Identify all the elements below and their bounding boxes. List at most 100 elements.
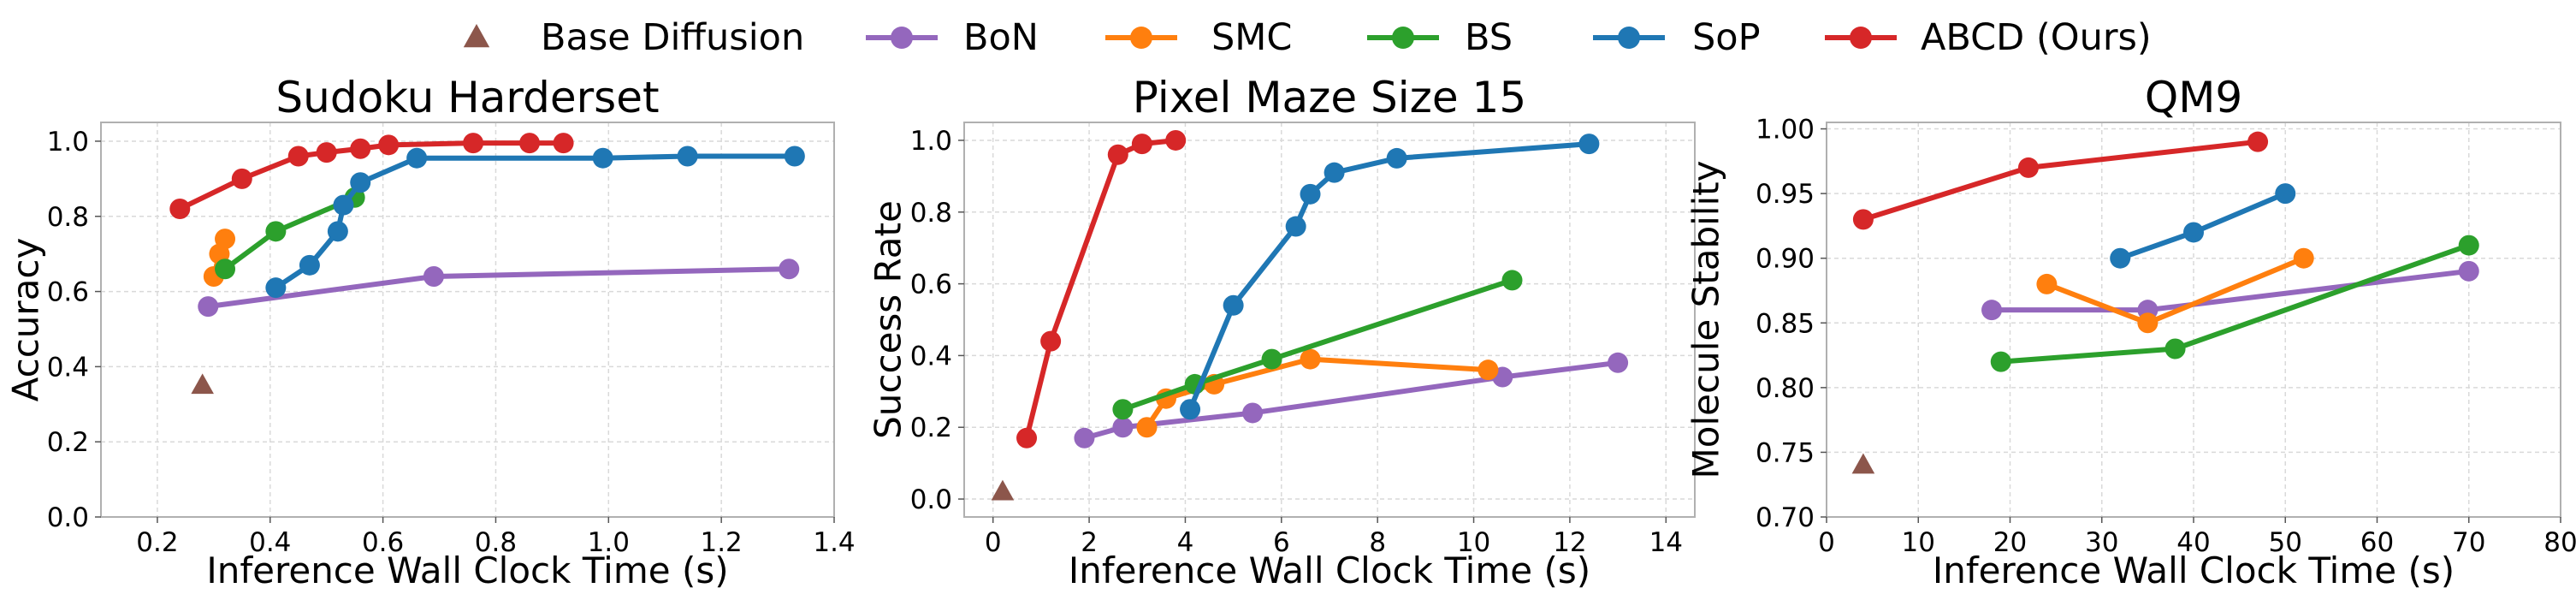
y-tick-label: 1.0: [47, 127, 89, 157]
data-point-sop: [678, 146, 698, 167]
legend-entry-abcd: ABCD (Ours): [1825, 16, 2152, 59]
legend-marker-bon: [891, 27, 913, 49]
y-tick-label: 0.8: [910, 198, 952, 229]
y-tick-label: 0.70: [1756, 502, 1815, 533]
series-smc: [2036, 248, 2313, 334]
data-point-abcd: [2247, 132, 2268, 152]
legend-entry-smc: SMC: [1105, 16, 1292, 59]
data-point-bs: [265, 221, 286, 241]
data-point-base: [191, 373, 214, 394]
legend-entry-bon: BoN: [866, 16, 1039, 59]
data-point-smc: [1477, 359, 1498, 380]
y-tick-label: 0.80: [1756, 373, 1815, 404]
data-point-abcd: [232, 169, 252, 189]
data-point-bon: [1074, 428, 1094, 449]
y-axis-label: Success Rate: [868, 200, 909, 439]
y-tick-label: 1.00: [1756, 115, 1815, 146]
series-base: [1852, 454, 1875, 474]
data-point-sop: [2110, 248, 2130, 269]
data-point-bon: [1608, 353, 1628, 373]
y-tick-label: 1.0: [910, 126, 952, 157]
data-point-bon: [1242, 402, 1263, 423]
series-base: [992, 480, 1015, 501]
y-tick-label: 0.4: [910, 341, 952, 371]
x-tick-label: 70: [2452, 527, 2485, 558]
data-point-abcd: [463, 133, 483, 153]
data-point-abcd: [1853, 209, 1874, 229]
y-tick-label: 0.8: [47, 202, 89, 233]
data-point-bs: [1112, 399, 1133, 419]
series-bs: [1991, 235, 2479, 372]
y-tick-label: 0.75: [1756, 437, 1815, 468]
data-point-bs: [215, 258, 235, 279]
y-tick-label: 0.4: [47, 352, 89, 383]
data-point-sop: [1578, 134, 1599, 154]
series-smc: [204, 229, 235, 287]
legend-entry-bs: BS: [1367, 16, 1513, 59]
data-point-bs: [1502, 270, 1523, 290]
x-axis-label: Inference Wall Clock Time (s): [1933, 550, 2455, 591]
x-tick-label: 1.4: [813, 527, 855, 558]
data-point-abcd: [378, 134, 399, 155]
x-tick-label: 0: [1818, 527, 1835, 558]
data-point-abcd: [1165, 130, 1186, 151]
data-point-sop: [299, 255, 320, 276]
y-tick-label: 0.6: [47, 277, 89, 308]
series-bon: [198, 258, 799, 317]
data-point-smc: [2036, 274, 2057, 294]
data-point-abcd: [1040, 331, 1061, 352]
chart-title: QM9: [2145, 73, 2242, 122]
data-point-sop: [1180, 399, 1200, 419]
x-axis-label: Inference Wall Clock Time (s): [1069, 550, 1590, 591]
legend-marker-bs: [1392, 27, 1414, 49]
data-point-abcd: [519, 133, 540, 153]
legend-label-abcd: ABCD (Ours): [1921, 16, 2152, 59]
data-point-sop: [2183, 222, 2204, 242]
series-line-smc: [2046, 258, 2303, 324]
series-line-sop: [1190, 144, 1589, 409]
y-tick-label: 0.2: [47, 427, 89, 458]
series-sop: [2110, 183, 2295, 269]
data-point-sop: [785, 146, 805, 167]
data-point-abcd: [350, 139, 370, 159]
data-point-sop: [1324, 163, 1345, 183]
legend-marker-sop: [1618, 27, 1640, 49]
chart-title: Pixel Maze Size 15: [1133, 73, 1526, 122]
data-point-sop: [333, 195, 353, 216]
legend-entry-base: Base Diffusion: [464, 16, 804, 59]
legend-marker-smc: [1130, 27, 1152, 49]
data-point-sop: [1300, 184, 1321, 205]
data-point-bs: [2165, 339, 2186, 359]
y-tick-label: 0.95: [1756, 179, 1815, 210]
data-point-abcd: [317, 142, 337, 163]
data-point-abcd: [169, 199, 190, 219]
data-point-bon: [1112, 417, 1133, 437]
legend-entry-sop: SoP: [1593, 16, 1761, 59]
y-tick-label: 0.85: [1756, 308, 1815, 339]
data-point-bon: [198, 296, 218, 317]
legend-label-base: Base Diffusion: [541, 16, 804, 59]
data-point-sop: [1387, 148, 1407, 169]
data-point-sop: [1223, 295, 1244, 316]
data-point-sop: [350, 172, 370, 193]
data-point-sop: [593, 148, 613, 169]
y-tick-label: 0.90: [1756, 244, 1815, 275]
legend-marker-abcd: [1850, 27, 1872, 49]
data-point-sop: [265, 277, 286, 298]
data-point-smc: [1300, 349, 1321, 370]
series-base: [191, 373, 214, 394]
legend-label-bs: BS: [1465, 16, 1513, 59]
series-abcd: [1853, 132, 2268, 230]
data-point-bon: [423, 266, 444, 287]
legend-marker-base: [464, 24, 489, 47]
data-point-abcd: [2018, 157, 2039, 178]
data-point-sop: [406, 148, 427, 169]
series-line-bs: [2001, 246, 2469, 362]
data-point-smc: [1137, 417, 1158, 437]
y-tick-label: 0.6: [910, 270, 952, 300]
